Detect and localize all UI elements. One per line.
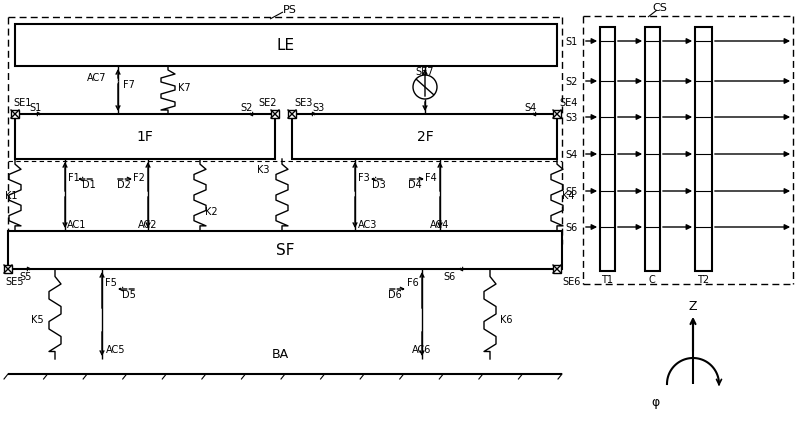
Text: φ: φ: [651, 396, 659, 409]
Text: K3: K3: [258, 164, 270, 175]
Text: Z: Z: [689, 300, 698, 313]
Text: T2: T2: [697, 274, 709, 284]
Text: SE3: SE3: [294, 98, 312, 108]
Bar: [15, 115, 275, 160]
Bar: [292, 115, 557, 160]
Text: SE7: SE7: [416, 67, 434, 77]
Text: 2F: 2F: [417, 130, 434, 144]
Text: S3: S3: [312, 103, 324, 113]
Bar: [4, 265, 12, 273]
Text: AC4: AC4: [430, 219, 450, 230]
Text: F3: F3: [358, 173, 370, 183]
Text: D3: D3: [372, 180, 386, 190]
Text: S2: S2: [566, 77, 578, 87]
Text: SE2: SE2: [258, 98, 277, 108]
Text: C: C: [649, 274, 655, 284]
Text: K7: K7: [178, 83, 190, 93]
Text: AC7: AC7: [86, 73, 106, 83]
Bar: [288, 111, 296, 119]
Text: AC5: AC5: [106, 344, 126, 354]
Text: D5: D5: [122, 289, 136, 299]
Text: S5: S5: [566, 187, 578, 196]
Bar: [8, 231, 562, 269]
Text: PS: PS: [283, 5, 297, 15]
Bar: [15, 25, 557, 67]
Text: K2: K2: [205, 207, 218, 216]
Bar: [553, 265, 561, 273]
Text: SE6: SE6: [562, 276, 580, 286]
Text: SF: SF: [276, 243, 294, 258]
Text: K5: K5: [31, 314, 44, 324]
Text: F4: F4: [426, 173, 437, 183]
Text: F5: F5: [105, 277, 117, 287]
Text: S2: S2: [241, 103, 253, 113]
Text: S1: S1: [566, 37, 578, 47]
Text: CS: CS: [653, 3, 667, 13]
Text: S4: S4: [525, 103, 537, 113]
Text: LE: LE: [277, 38, 295, 53]
Text: SE5: SE5: [5, 276, 23, 286]
Text: S1: S1: [30, 103, 42, 113]
Text: S6: S6: [566, 222, 578, 233]
Text: AC2: AC2: [138, 219, 158, 230]
Text: 1F: 1F: [137, 130, 154, 144]
Text: AC1: AC1: [67, 219, 86, 230]
Text: F6: F6: [407, 277, 419, 287]
Text: S6: S6: [444, 271, 456, 281]
Text: D4: D4: [408, 180, 422, 190]
Bar: [553, 111, 561, 119]
Bar: [645, 28, 660, 271]
Text: K1: K1: [5, 190, 18, 201]
Text: D1: D1: [82, 180, 96, 190]
Text: D2: D2: [117, 180, 131, 190]
Text: S5: S5: [20, 271, 32, 281]
Text: F7: F7: [123, 80, 135, 90]
Text: AC3: AC3: [358, 219, 378, 230]
Bar: [11, 111, 19, 119]
Text: T1: T1: [601, 274, 613, 284]
Text: BA: BA: [271, 348, 289, 361]
Text: K4: K4: [562, 190, 574, 201]
Text: F2: F2: [133, 173, 145, 183]
Text: SE1: SE1: [13, 98, 31, 108]
Text: AC6: AC6: [412, 344, 432, 354]
Bar: [600, 28, 615, 271]
Text: S3: S3: [566, 113, 578, 123]
Text: F1: F1: [68, 173, 80, 183]
Text: SE4: SE4: [559, 98, 578, 108]
Text: S4: S4: [566, 150, 578, 160]
Bar: [271, 111, 279, 119]
Bar: [695, 28, 712, 271]
Text: D6: D6: [388, 289, 402, 299]
Text: K6: K6: [500, 314, 513, 324]
